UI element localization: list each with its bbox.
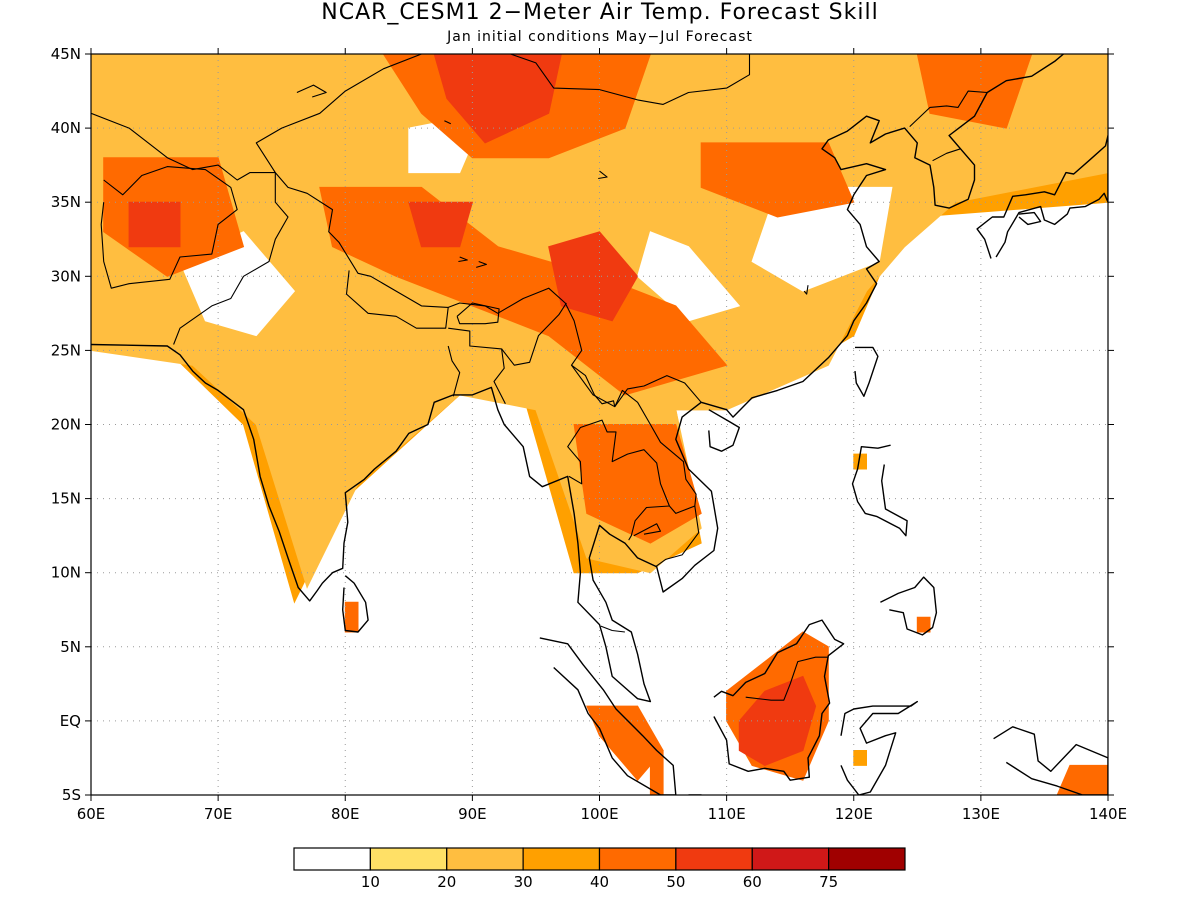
coastline (342, 575, 369, 633)
lat-tick-label: 10N (51, 564, 81, 582)
coastline (880, 576, 938, 636)
lake-outline (260, 27, 335, 34)
lake-outline (476, 260, 487, 268)
colorbar-label: 75 (819, 873, 838, 891)
coastline (91, 54, 1064, 703)
coastline (851, 444, 908, 537)
lon-tick-label: 80E (331, 805, 360, 823)
skill-region (128, 201, 181, 248)
lat-tick-label: EQ (60, 712, 81, 730)
lon-tick-label: 70E (204, 805, 233, 823)
lat-tick-label: 20N (51, 416, 81, 434)
lake-outline (803, 285, 809, 295)
colorbar-swatch (751, 847, 830, 871)
country-border (274, 172, 702, 408)
lon-tick-label: 60E (77, 805, 106, 823)
skill-region (573, 424, 702, 544)
skill-region (1056, 764, 1108, 795)
lon-tick-label: 120E (835, 805, 873, 823)
colorbar-label: 30 (514, 873, 533, 891)
lake-outline (458, 256, 468, 263)
skill-region (649, 750, 664, 795)
coastline (1018, 211, 1042, 226)
country-border (100, 166, 238, 289)
coastline (840, 700, 918, 795)
coastline (539, 637, 677, 795)
lake-outline (598, 170, 608, 180)
lake-outline (444, 120, 452, 125)
lat-tick-label: 30N (51, 267, 81, 285)
coastline (713, 619, 845, 781)
country-border (571, 364, 616, 407)
country-border (655, 505, 700, 568)
colorbar-swatch (675, 847, 753, 871)
lake-outline (633, 523, 662, 537)
lon-tick-label: 90E (458, 805, 487, 823)
country-border (932, 148, 961, 162)
coastline (976, 134, 1108, 259)
map-title: NCAR_CESM1 2−Meter Air Temp. Forecast Sk… (321, 0, 879, 25)
lat-tick-label: 25N (51, 341, 81, 359)
country-border (173, 172, 289, 345)
country-border (501, 302, 567, 366)
colorbar-label: 10 (361, 873, 380, 891)
lat-tick-label: 15N (51, 490, 81, 508)
axis-ticks: 60E 70E 80E 90E 100E 110E 120E 130E 140E 45N 40N 35… (51, 45, 1127, 823)
skill-region (637, 231, 741, 322)
lon-tick-label: 140E (1089, 805, 1127, 823)
skill-region (700, 142, 855, 218)
country-border (567, 419, 670, 541)
colorbar-swatch (369, 847, 448, 871)
country-border (909, 90, 988, 127)
skill-shading (91, 54, 1108, 795)
skill-region (853, 453, 867, 470)
country-border (456, 302, 500, 325)
colorbar-label: 50 (666, 873, 685, 891)
colorbar-label: 40 (590, 873, 609, 891)
colorbar-swatch (828, 847, 906, 871)
lon-tick-label: 110E (708, 805, 746, 823)
lat-tick-label: 5N (60, 638, 81, 656)
skill-region (344, 601, 359, 633)
skill-region (916, 616, 931, 633)
country-border (478, 54, 754, 105)
country-border (745, 656, 829, 701)
lake-outline (296, 84, 327, 98)
lat-tick-label: 35N (51, 193, 81, 211)
colorbar-label: 60 (743, 873, 762, 891)
skill-region (738, 675, 817, 766)
map-subtitle: Jan initial conditions May−Jul Forecast (447, 29, 753, 45)
country-border (345, 270, 449, 329)
country-border (600, 625, 625, 633)
colorbar-swatch (293, 847, 371, 871)
colorbar-swatch (446, 847, 524, 871)
colorbar-swatch (598, 847, 677, 871)
skill-region (853, 750, 867, 766)
colorbar-label: 20 (437, 873, 456, 891)
skill-region (433, 54, 562, 144)
lat-tick-label: 45N (51, 45, 81, 63)
coastline (708, 409, 740, 452)
coastlines (91, 27, 1108, 795)
lon-tick-label: 130E (962, 805, 1000, 823)
colorbar-swatch (522, 847, 601, 871)
skill-region (548, 231, 639, 322)
lat-tick-label: 40N (51, 119, 81, 137)
lon-tick-label: 100E (580, 805, 618, 823)
country-border (447, 345, 461, 397)
country-border (91, 54, 422, 181)
coastline (993, 726, 1108, 795)
coastline (854, 346, 879, 397)
colorbar: 10 20 30 40 50 60 75 (293, 847, 906, 891)
country-border (614, 389, 697, 514)
coastline (688, 794, 702, 795)
lat-tick-label: 5S (62, 786, 81, 804)
